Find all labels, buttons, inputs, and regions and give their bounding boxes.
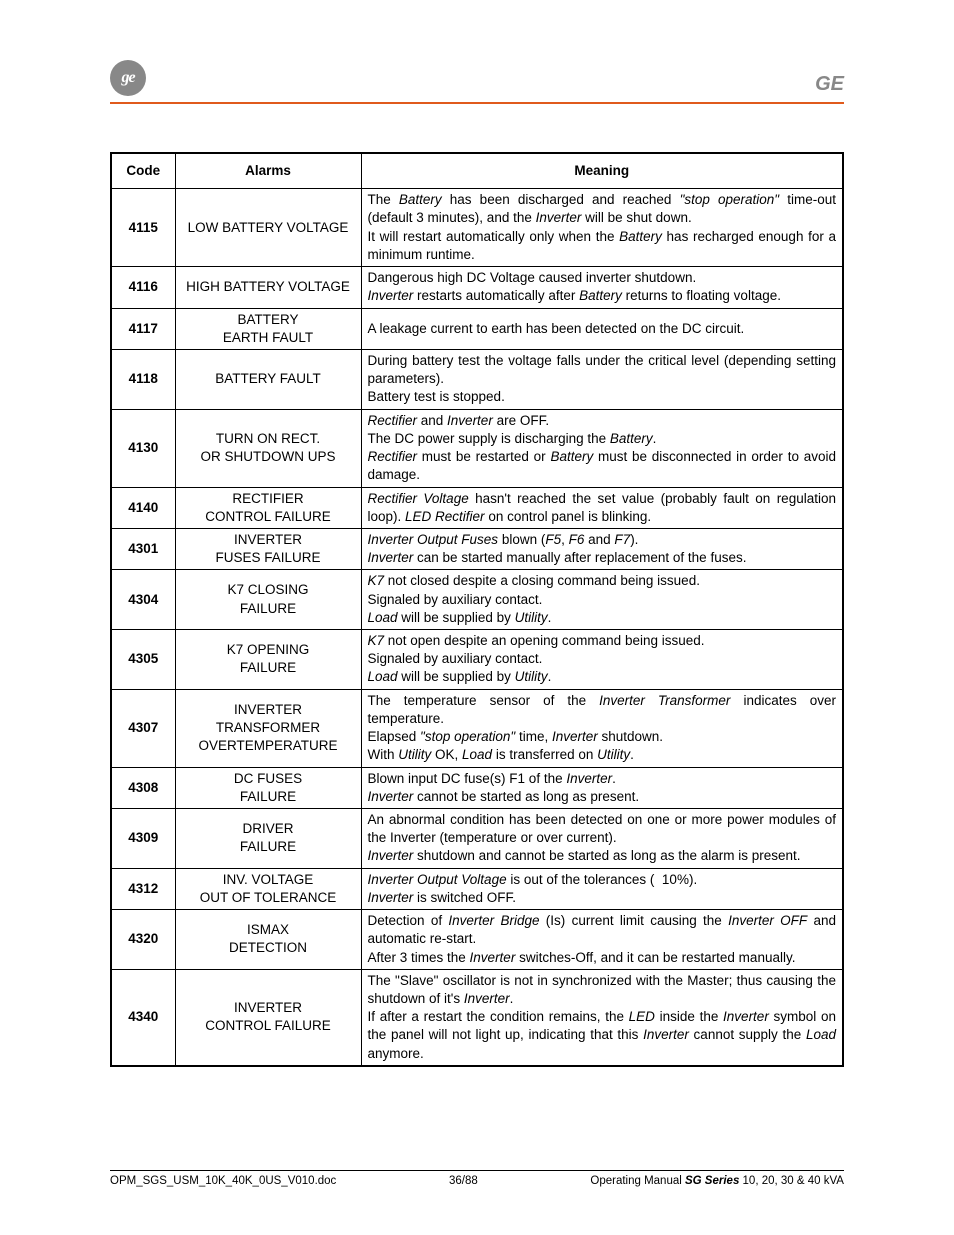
footer-doc-series: SG Series (685, 1175, 739, 1187)
table-row: 4115LOW BATTERY VOLTAGEThe Battery has b… (111, 189, 843, 267)
footer-doc-prefix: Operating Manual (590, 1175, 685, 1187)
ge-wordmark: GE (815, 73, 844, 96)
meaning-cell: During battery test the voltage falls un… (361, 349, 843, 409)
alarm-cell: INVERTERCONTROL FAILURE (175, 969, 361, 1066)
meaning-cell: K7 not open despite an opening command b… (361, 630, 843, 690)
code-cell: 4309 (111, 809, 175, 869)
alarm-cell: INVERTERTRANSFORMEROVERTEMPERATURE (175, 689, 361, 767)
alarm-cell: RECTIFIERCONTROL FAILURE (175, 487, 361, 528)
table-row: 4307INVERTERTRANSFORMEROVERTEMPERATURETh… (111, 689, 843, 767)
table-row: 4309DRIVERFAILUREAn abnormal condition h… (111, 809, 843, 869)
meaning-cell: K7 not closed despite a closing command … (361, 570, 843, 630)
meaning-cell: Dangerous high DC Voltage caused inverte… (361, 267, 843, 308)
table-row: 4312INV. VOLTAGEOUT OF TOLERANCEInverter… (111, 868, 843, 909)
table-row: 4116HIGH BATTERY VOLTAGEDangerous high D… (111, 267, 843, 308)
alarm-cell: INV. VOLTAGEOUT OF TOLERANCE (175, 868, 361, 909)
table-row: 4118BATTERY FAULTDuring battery test the… (111, 349, 843, 409)
table-row: 4130TURN ON RECT.OR SHUTDOWN UPSRectifie… (111, 409, 843, 487)
code-cell: 4117 (111, 308, 175, 349)
table-row: 4301INVERTERFUSES FAILUREInverter Output… (111, 528, 843, 569)
alarm-cell: TURN ON RECT.OR SHUTDOWN UPS (175, 409, 361, 487)
meaning-cell: The "Slave" oscillator is not in synchro… (361, 969, 843, 1066)
alarm-cell: K7 OPENINGFAILURE (175, 630, 361, 690)
meaning-cell: Blown input DC fuse(s) F1 of the Inverte… (361, 767, 843, 808)
code-cell: 4116 (111, 267, 175, 308)
alarm-cell: K7 CLOSINGFAILURE (175, 570, 361, 630)
meaning-cell: Rectifier Voltage hasn't reached the set… (361, 487, 843, 528)
code-cell: 4307 (111, 689, 175, 767)
footer-doc-title: Operating Manual SG Series 10, 20, 30 & … (590, 1175, 844, 1187)
meaning-cell: Detection of Inverter Bridge (Is) curren… (361, 910, 843, 970)
meaning-cell: A leakage current to earth has been dete… (361, 308, 843, 349)
col-header-alarms: Alarms (175, 153, 361, 189)
ge-logo-icon: ge (110, 60, 146, 96)
code-cell: 4130 (111, 409, 175, 487)
page-header: ge GE (110, 60, 844, 100)
alarm-table: Code Alarms Meaning 4115LOW BATTERY VOLT… (110, 152, 844, 1067)
meaning-cell: The temperature sensor of the Inverter T… (361, 689, 843, 767)
table-row: 4320ISMAXDETECTIONDetection of Inverter … (111, 910, 843, 970)
alarm-cell: DRIVERFAILURE (175, 809, 361, 869)
page-footer: OPM_SGS_USM_10K_40K_0US_V010.doc 36/88 O… (110, 1170, 844, 1187)
table-header-row: Code Alarms Meaning (111, 153, 843, 189)
table-row: 4117BATTERYEARTH FAULTA leakage current … (111, 308, 843, 349)
alarm-cell: ISMAXDETECTION (175, 910, 361, 970)
footer-doc-suffix: 10, 20, 30 & 40 kVA (739, 1175, 844, 1187)
code-cell: 4115 (111, 189, 175, 267)
alarm-cell: INVERTERFUSES FAILURE (175, 528, 361, 569)
footer-row: OPM_SGS_USM_10K_40K_0US_V010.doc 36/88 O… (110, 1175, 844, 1187)
alarm-cell: BATTERYEARTH FAULT (175, 308, 361, 349)
footer-page-number: 36/88 (449, 1175, 478, 1187)
code-cell: 4340 (111, 969, 175, 1066)
alarm-cell: HIGH BATTERY VOLTAGE (175, 267, 361, 308)
table-row: 4140RECTIFIERCONTROL FAILURERectifier Vo… (111, 487, 843, 528)
table-row: 4340INVERTERCONTROL FAILUREThe "Slave" o… (111, 969, 843, 1066)
footer-filename: OPM_SGS_USM_10K_40K_0US_V010.doc (110, 1175, 336, 1187)
code-cell: 4312 (111, 868, 175, 909)
code-cell: 4301 (111, 528, 175, 569)
footer-rule (110, 1170, 844, 1171)
table-row: 4308DC FUSESFAILUREBlown input DC fuse(s… (111, 767, 843, 808)
table-row: 4305K7 OPENINGFAILUREK7 not open despite… (111, 630, 843, 690)
meaning-cell: The Battery has been discharged and reac… (361, 189, 843, 267)
code-cell: 4140 (111, 487, 175, 528)
code-cell: 4320 (111, 910, 175, 970)
alarm-cell: LOW BATTERY VOLTAGE (175, 189, 361, 267)
code-cell: 4308 (111, 767, 175, 808)
alarm-cell: DC FUSESFAILURE (175, 767, 361, 808)
col-header-meaning: Meaning (361, 153, 843, 189)
code-cell: 4305 (111, 630, 175, 690)
meaning-cell: Inverter Output Voltage is out of the to… (361, 868, 843, 909)
page: ge GE Code Alarms Meaning 4115LOW BATTER… (0, 0, 954, 1067)
col-header-code: Code (111, 153, 175, 189)
content-area: Code Alarms Meaning 4115LOW BATTERY VOLT… (110, 104, 844, 1067)
table-row: 4304K7 CLOSINGFAILUREK7 not closed despi… (111, 570, 843, 630)
meaning-cell: Rectifier and Inverter are OFF.The DC po… (361, 409, 843, 487)
meaning-cell: An abnormal condition has been detected … (361, 809, 843, 869)
code-cell: 4118 (111, 349, 175, 409)
alarm-cell: BATTERY FAULT (175, 349, 361, 409)
meaning-cell: Inverter Output Fuses blown (F5, F6 and … (361, 528, 843, 569)
code-cell: 4304 (111, 570, 175, 630)
